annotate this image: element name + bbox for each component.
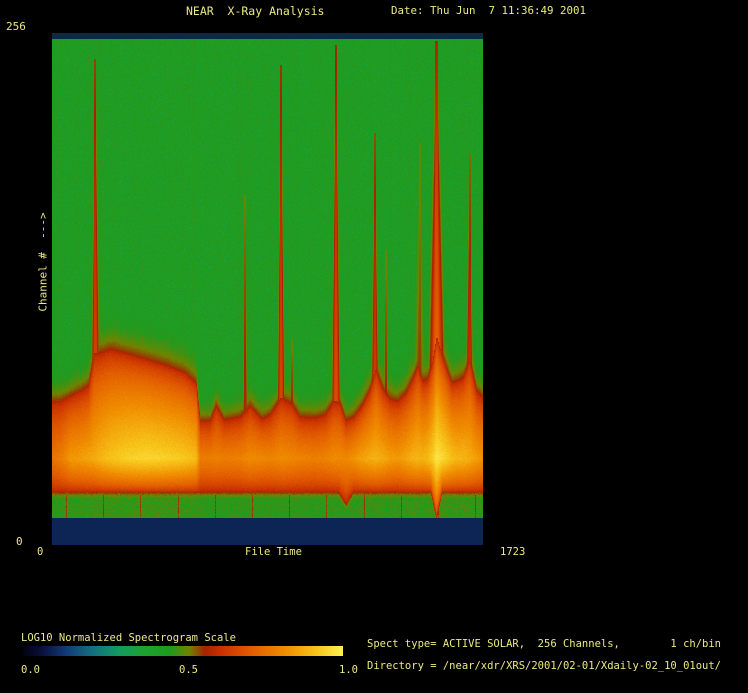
colorbar-title: LOG10 Normalized Spectrogram Scale [21,632,236,644]
y-axis-title: Channel # ---> [36,212,50,312]
spect-type-label: Spect type= ACTIVE SOLAR, 256 Channels, … [367,638,722,650]
colorbar-tick-min: 0.0 [21,664,40,676]
colorbar-tick-mid: 0.5 [179,664,198,676]
page-title: NEAR X-Ray Analysis [186,4,325,18]
colorbar-tick-max: 1.0 [339,664,358,676]
x-axis-title: File Time [245,546,302,558]
date-label: Date: Thu Jun 7 11:36:49 2001 [391,4,587,17]
y-axis-min-tick: 0 [16,535,23,548]
spectrogram-canvas [52,33,483,545]
y-axis-max-tick: 256 [6,20,26,33]
x-axis-max-tick: 1723 [500,546,526,558]
directory-label: Directory = /near/xdr/XRS/2001/02-01/Xda… [367,660,722,672]
x-axis-min-tick: 0 [37,546,44,558]
colorbar-canvas [22,646,343,656]
